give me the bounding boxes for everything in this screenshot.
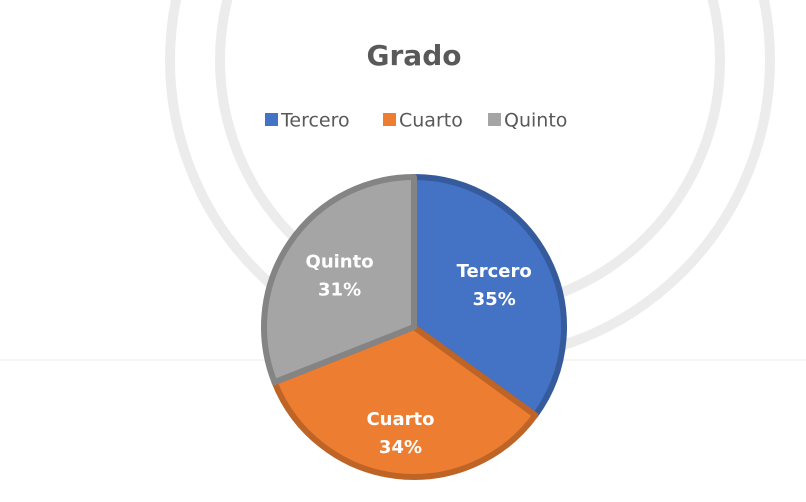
legend-swatch bbox=[383, 113, 396, 126]
data-label-name: Cuarto bbox=[366, 409, 434, 430]
pie-slice bbox=[411, 174, 567, 419]
data-label-value: 31% bbox=[318, 279, 361, 300]
pie-slice bbox=[271, 324, 539, 480]
data-label-name: Tercero bbox=[457, 261, 532, 282]
legend-swatch bbox=[265, 113, 278, 126]
legend-label: Cuarto bbox=[399, 110, 463, 132]
data-label-value: 35% bbox=[473, 289, 516, 310]
legend-label: Quinto bbox=[504, 110, 567, 132]
legend-swatch bbox=[488, 113, 501, 126]
pie-slice bbox=[261, 174, 417, 386]
chart-title: Grado bbox=[367, 39, 462, 72]
data-label-name: Quinto bbox=[306, 251, 374, 272]
data-label-value: 34% bbox=[379, 437, 422, 458]
legend-label: Tercero bbox=[280, 110, 350, 132]
